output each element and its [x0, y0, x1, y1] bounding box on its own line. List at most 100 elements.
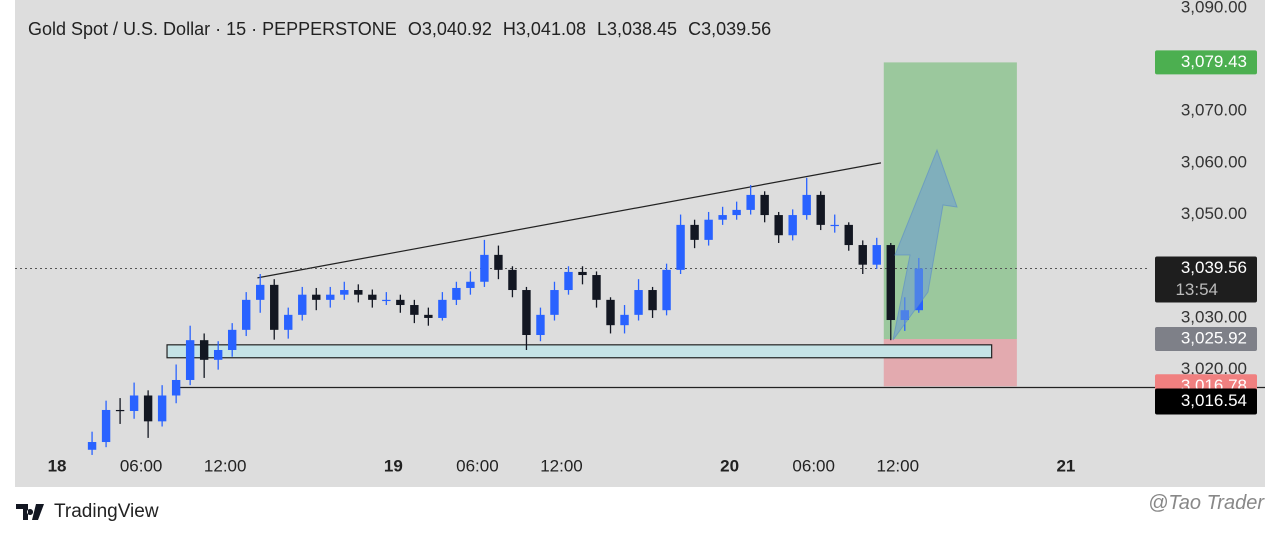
- y-tick-label: 3,090.00: [1181, 0, 1247, 16]
- candle-body: [746, 194, 755, 210]
- candle-body: [830, 224, 839, 227]
- candle-body: [129, 395, 139, 412]
- candle-body: [199, 340, 209, 360]
- candle-body: [101, 409, 111, 443]
- x-tick-label: 06:00: [792, 456, 835, 475]
- ohlc-value: 3,038.45: [607, 19, 678, 39]
- brand-logo: [16, 504, 44, 520]
- candle-body: [424, 314, 433, 318]
- candle-body: [844, 224, 853, 246]
- candle-body: [550, 290, 559, 315]
- candle-body: [522, 290, 531, 336]
- candle-body: [648, 290, 657, 311]
- candle-body: [704, 219, 713, 240]
- candle-body: [185, 340, 195, 380]
- x-tick-label: 18: [48, 456, 67, 475]
- candle-body: [788, 215, 797, 236]
- countdown: 13:54: [1175, 280, 1218, 299]
- ohlc-field: L3,038.45: [597, 19, 677, 39]
- candle-body: [270, 284, 279, 330]
- x-tick-label: 06:00: [456, 456, 499, 475]
- candle-body: [284, 314, 293, 330]
- support-box: [166, 344, 993, 359]
- brand-name: TradingView: [54, 501, 159, 522]
- y-tick-label: 3,070.00: [1181, 101, 1247, 120]
- candle-body: [256, 284, 265, 300]
- y-tick-label: 3,030.00: [1181, 307, 1247, 326]
- entry-price-label: 3,025.92: [1181, 329, 1247, 348]
- last-price-box: [1155, 256, 1257, 303]
- y-tick-label: 3,060.00: [1181, 152, 1247, 171]
- axes: 3,020.00 3,030.00 3,050.00 3,060.00 3,070.00…: [48, 0, 1257, 475]
- ohlc-key: L: [596, 19, 607, 39]
- target-price-box: [1155, 50, 1257, 75]
- ohlc-key: C: [688, 19, 702, 39]
- ohlc-field: O3,040.92: [408, 19, 492, 39]
- candle-body: [368, 294, 377, 300]
- candle-body: [466, 281, 475, 288]
- trendline: [257, 162, 882, 279]
- candle-body: [578, 271, 587, 276]
- arrow-drawing: [892, 148, 958, 341]
- candle-body: [564, 271, 573, 291]
- candle-body: [760, 194, 769, 216]
- ohlc-key: H: [502, 19, 516, 39]
- target-price-label: 3,079.43: [1181, 52, 1247, 71]
- candle-body: [157, 395, 167, 422]
- watermark-text: @Tao Trader: [1148, 492, 1264, 514]
- candle-body: [858, 245, 867, 265]
- candle-body: [816, 194, 825, 225]
- x-tick-label: 06:00: [120, 456, 163, 475]
- candle-body: [340, 290, 349, 295]
- hline-price-box: [1155, 388, 1257, 415]
- footer-brand: TradingView: [16, 501, 159, 523]
- symbol-title: Gold Spot / U.S. Dollar · 15 · PEPPERSTO…: [28, 19, 397, 39]
- x-tick-label: 20: [720, 456, 739, 475]
- candle-body: [382, 299, 391, 302]
- candle-body: [802, 194, 811, 216]
- candle-body: [87, 442, 97, 450]
- candle-body: [536, 314, 545, 336]
- candle-body: [508, 269, 517, 291]
- hline-price-label: 3,016.54: [1181, 391, 1247, 410]
- candle-body: [606, 299, 615, 326]
- candle-body: [438, 299, 447, 318]
- series: [87, 177, 923, 455]
- y-tick-label: 3,050.00: [1181, 204, 1247, 223]
- candle-body: [480, 254, 489, 282]
- candle-body: [774, 215, 783, 236]
- last-price-label: 3,039.56: [1181, 258, 1247, 277]
- x-tick-label: 19: [384, 456, 403, 475]
- candle-body: [410, 305, 419, 315]
- candle-body: [718, 215, 727, 220]
- candle-body: [298, 294, 307, 315]
- candle-body: [676, 224, 685, 270]
- ohlc-key: O: [407, 19, 422, 39]
- y-tick-label: 3,020.00: [1181, 359, 1247, 378]
- candle-body: [452, 287, 461, 300]
- x-tick-label: 12:00: [877, 456, 920, 475]
- candle-body: [732, 209, 741, 216]
- watermark: @Tao Trader: [1148, 492, 1264, 515]
- candle-body: [494, 254, 503, 270]
- candle-body: [620, 314, 629, 326]
- candle-body: [115, 409, 125, 412]
- candle-body: [242, 299, 251, 330]
- entry-price-box: [1155, 327, 1257, 352]
- candle-body: [396, 299, 405, 306]
- x-tick-label: 12:00: [204, 456, 247, 475]
- header: Gold Spot / U.S. Dollar · 15 · PEPPERSTO…: [28, 19, 782, 40]
- candle-body: [592, 275, 601, 300]
- candle-body: [326, 294, 335, 300]
- candle-body: [227, 329, 237, 350]
- ohlc-value: 3,039.56: [701, 19, 772, 39]
- x-tick-label: 21: [1056, 456, 1075, 475]
- candle-body: [213, 349, 223, 360]
- candle-body: [690, 224, 699, 240]
- candle-body: [143, 395, 153, 422]
- ohlc-value: 3,041.08: [515, 19, 586, 39]
- candle-body: [312, 294, 321, 300]
- candle-body: [886, 245, 895, 321]
